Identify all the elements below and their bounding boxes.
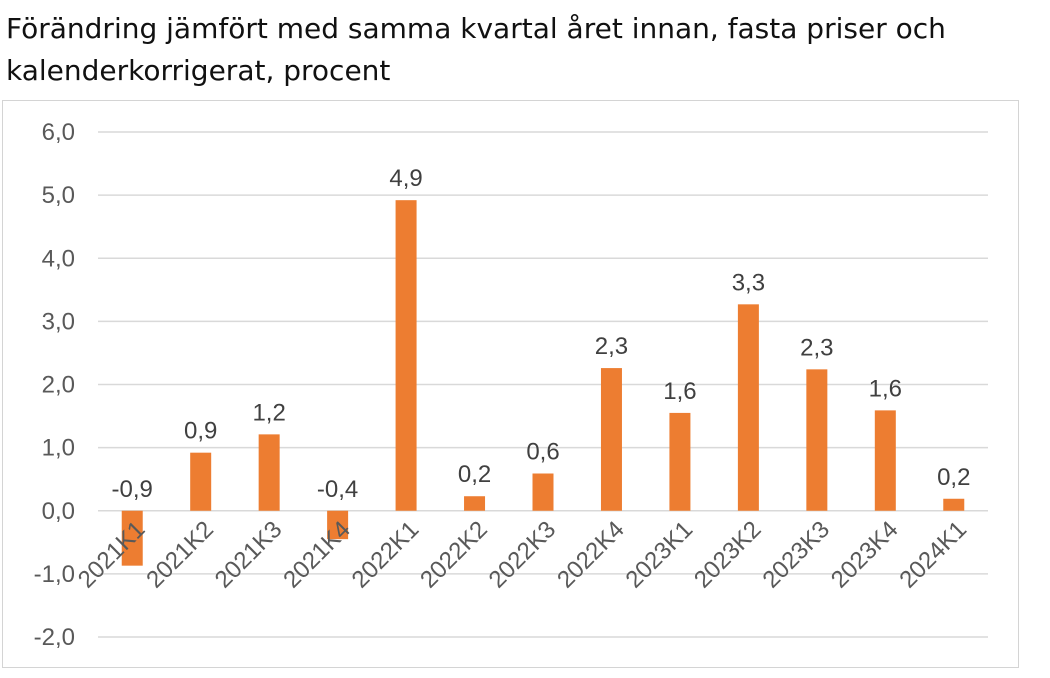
bar [943, 498, 965, 511]
bar [464, 496, 486, 511]
data-labels: -0,9 0,9 1,2 -0,4 4,9 0,2 0,6 2,3 1,6 3,3 2,3 1,6 0,… [112, 165, 971, 503]
bar [327, 510, 349, 540]
bar [258, 434, 280, 511]
data-label: 1,6 [869, 375, 902, 402]
x-tick-label: 2021K3 [210, 516, 288, 594]
gridlines [98, 131, 988, 638]
x-tick-label: 2022K3 [484, 516, 562, 594]
x-tick-label: 2022K1 [347, 516, 425, 594]
data-label: 2,3 [800, 334, 833, 361]
data-label: 0,2 [458, 461, 491, 488]
bar [121, 510, 143, 566]
data-label: 3,3 [732, 269, 765, 296]
data-label: 0,9 [184, 418, 217, 445]
data-label: -0,4 [317, 476, 358, 503]
y-tick-label: 3,0 [42, 308, 75, 335]
bar [395, 200, 417, 511]
data-label: 1,2 [252, 399, 285, 426]
bar-chart: -2,0 -1,0 0,0 1,0 2,0 3,0 4,0 5,0 6,0 -0,9 0,9 1,2… [34, 119, 988, 651]
x-tick-label: 2021K4 [278, 516, 356, 594]
data-label: -0,9 [112, 476, 153, 503]
x-tick-label: 2023K4 [826, 516, 904, 594]
chart-title: Förändring jämfört med samma kvartal åre… [6, 12, 946, 87]
y-tick-label: -1,0 [34, 561, 75, 588]
y-tick-label: 2,0 [42, 372, 75, 399]
bars [121, 200, 965, 566]
y-tick-label: -2,0 [34, 624, 75, 651]
x-tick-label: 2022K4 [552, 516, 630, 594]
y-tick-label: 1,0 [42, 435, 75, 462]
y-tick-label: 4,0 [42, 245, 75, 272]
bar [532, 473, 554, 511]
bar [190, 452, 212, 511]
x-axis-tick-labels: 2021K12021K22021K32021K42022K12022K22022… [73, 516, 972, 594]
bar [874, 410, 896, 511]
data-label: 0,2 [937, 464, 970, 491]
bar [737, 304, 759, 511]
bar [600, 368, 622, 511]
bar [669, 412, 691, 511]
data-label: 4,9 [389, 165, 422, 192]
y-tick-label: 5,0 [42, 182, 75, 209]
x-tick-label: 2022K2 [415, 516, 493, 594]
x-tick-label: 2021K2 [141, 516, 219, 594]
x-tick-label: 2023K1 [621, 516, 699, 594]
x-tick-label: 2023K2 [689, 516, 767, 594]
x-tick-label: 2023K3 [757, 516, 835, 594]
y-tick-label: 0,0 [42, 498, 75, 525]
data-label: 0,6 [526, 439, 559, 466]
y-tick-label: 6,0 [42, 119, 75, 146]
x-tick-label: 2024K1 [894, 516, 972, 594]
data-label: 1,6 [663, 378, 696, 405]
bar [806, 369, 828, 511]
data-label: 2,3 [595, 333, 628, 360]
y-axis-tick-labels: -2,0 -1,0 0,0 1,0 2,0 3,0 4,0 5,0 6,0 [34, 119, 75, 651]
chart-frame: -2,0 -1,0 0,0 1,0 2,0 3,0 4,0 5,0 6,0 -0,9 0,9 1,2… [2, 100, 1019, 668]
